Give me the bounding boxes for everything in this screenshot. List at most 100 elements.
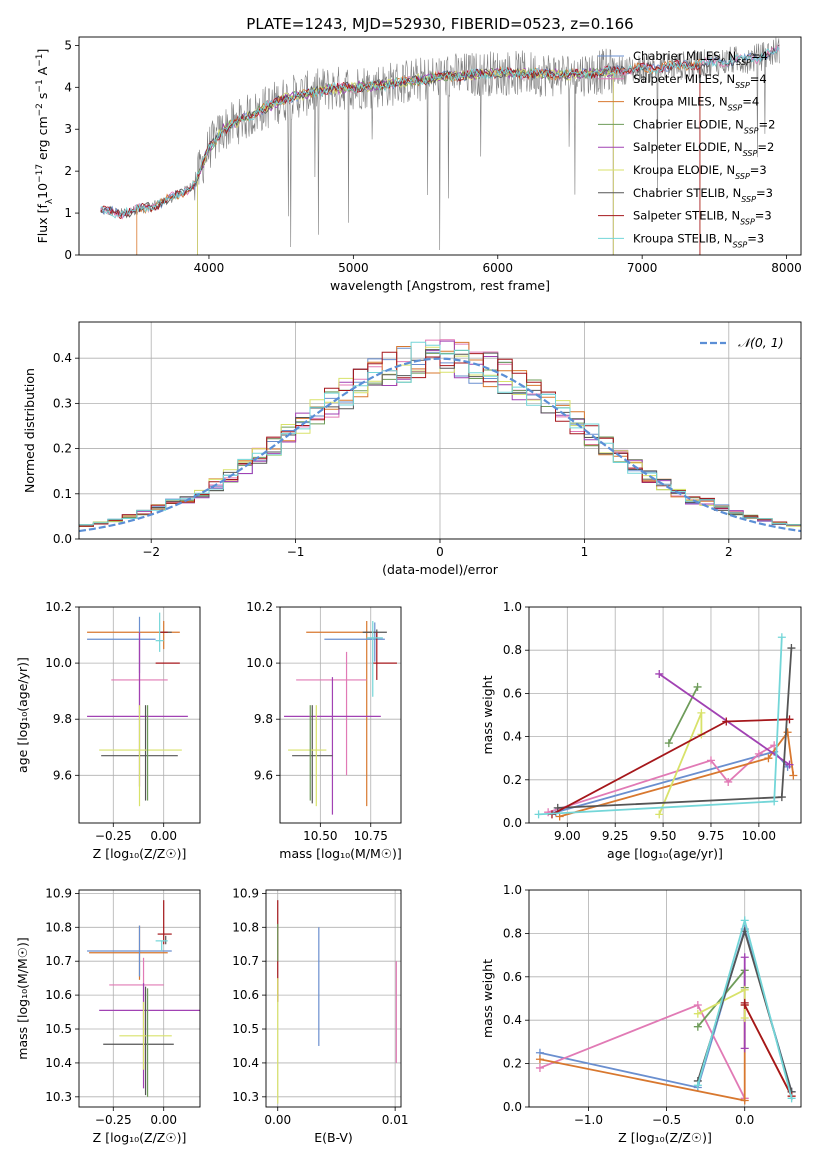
massweight-vs-age-line-2 xyxy=(559,729,795,818)
massweight-vs-age-ytick-label: 0.6 xyxy=(503,686,522,700)
age-vs-mass-ytick-label: 10.2 xyxy=(246,600,273,614)
massweight-vs-Z-panel: −1.0 −0.5 0.0 0.0 0.2 0.4 0.6 0.8 1.0 Z [log₁₀(Z/… xyxy=(480,883,802,1145)
legend-label-part: =4 xyxy=(751,49,768,63)
legend-label: Salpeter MILES, NSSP=4 xyxy=(633,72,767,90)
spectrum-ylabel-part: −1 xyxy=(35,54,45,67)
histogram-step-8 xyxy=(79,341,801,526)
massweight-vs-age-marker xyxy=(722,717,731,726)
massweight-vs-age-ytick-label: 1.0 xyxy=(503,600,522,614)
residuals-panel: −2 −1 0 1 2 0.0 0.1 0.2 0.3 0.4 (data-model)/error… xyxy=(22,321,802,577)
residuals-xtick-label: 1 xyxy=(581,545,589,559)
spectrum-model-line-3 xyxy=(197,67,614,255)
legend-label-part: Chabrier ELODIE, N xyxy=(633,117,744,131)
massweight-vs-age-xtick-label: 9.25 xyxy=(602,829,629,843)
legend-label-part: Kroupa MILES, N xyxy=(633,95,728,109)
age-vs-Z-frame xyxy=(78,606,201,824)
legend-label-part: =3 xyxy=(747,231,764,245)
legend-label-part: =2 xyxy=(757,140,774,154)
massweight-vs-Z-marker xyxy=(787,1094,796,1103)
mass-vs-EBV-ytick-label: 10.7 xyxy=(232,954,259,968)
massweight-vs-age-ytick-label: 0.0 xyxy=(503,816,522,830)
mass-vs-Z-ylabel: mass [log₁₀(M/M☉)] xyxy=(15,937,30,1059)
mass-vs-EBV-frame xyxy=(265,889,402,1108)
legend-label: Kroupa ELODIE, NSSP=3 xyxy=(633,163,767,181)
massweight-vs-Z-ytick-label: 0.0 xyxy=(503,1100,522,1114)
massweight-vs-Z-marker xyxy=(535,1063,544,1072)
legend-label: Kroupa MILES, NSSP=4 xyxy=(633,95,759,113)
age-vs-Z-ytick-label: 9.8 xyxy=(53,712,72,726)
massweight-vs-age-marker xyxy=(789,771,798,780)
legend-label-part: SSP xyxy=(741,194,756,203)
spectrum-xtick-label: 4000 xyxy=(194,261,225,275)
spectrum-ylabel-part: −17 xyxy=(35,164,45,183)
massweight-vs-age-line-5 xyxy=(658,712,703,815)
massweight-vs-Z-ytick-label: 0.2 xyxy=(503,1057,522,1071)
massweight-vs-Z-line-7 xyxy=(743,1002,793,1097)
massweight-vs-age-panel: 9.00 9.25 9.50 9.75 10.00 0.0 0.2 0.4 0.6 0.8 1.0 a… xyxy=(480,600,802,861)
age-vs-Z-xlabel: Z [log₁₀(Z/Z☉)] xyxy=(93,846,187,861)
spectrum-xtick-label: 5000 xyxy=(338,261,369,275)
legend-label-part: =4 xyxy=(750,72,767,86)
spectrum-ylabel-part: s xyxy=(35,93,50,104)
spectrum-frame xyxy=(78,36,802,256)
spectrum-ytick-label: 2 xyxy=(64,164,72,178)
spectrum-ytick-label: 1 xyxy=(64,206,72,220)
massweight-vs-Z-xtick-label: −0.5 xyxy=(652,1113,681,1127)
spectrum-ylabel-part: −1 xyxy=(35,79,45,92)
residuals-xtick-label: −2 xyxy=(142,545,160,559)
age-vs-mass-plot-area xyxy=(280,607,401,823)
spectrum-ytick-label: 3 xyxy=(64,122,72,136)
spectrum-xlabel: wavelength [Angstrom, rest frame] xyxy=(330,278,550,293)
age-vs-mass-xtick-label: 10.50 xyxy=(303,829,337,843)
mass-vs-EBV-ytick-label: 10.3 xyxy=(232,1090,259,1104)
spectrum-ytick-label: 4 xyxy=(64,80,72,94)
spectrum-xtick-label: 7000 xyxy=(627,261,658,275)
spectrum-observed-line xyxy=(100,37,780,251)
mass-vs-Z-panel: −0.25 0.00 10.3 10.4 10.5 10.6 10.7 10.8 10.9 Z [… xyxy=(15,886,201,1145)
legend-label: Salpeter ELODIE, NSSP=2 xyxy=(633,140,774,158)
massweight-vs-age-marker xyxy=(664,739,673,748)
spectrum-ylabel-part: λ xyxy=(45,198,55,204)
spectrum-model-line-5 xyxy=(197,68,614,255)
massweight-vs-age-ytick-label: 0.4 xyxy=(503,730,522,744)
massweight-vs-Z-marker xyxy=(693,1081,702,1090)
age-vs-mass-ytick-label: 9.8 xyxy=(254,712,273,726)
spectrum-model-line-2 xyxy=(136,58,701,255)
residuals-plot-area xyxy=(79,322,801,539)
legend-label-part: SSP xyxy=(744,126,759,135)
massweight-vs-age-xtick-label: 9.50 xyxy=(650,829,677,843)
spectrum-ytick-label: 5 xyxy=(64,38,72,52)
mass-vs-Z-xlabel: Z [log₁₀(Z/Z☉)] xyxy=(93,1130,187,1145)
massweight-vs-age-marker xyxy=(785,715,794,724)
mass-vs-EBV-ytick-label: 10.6 xyxy=(232,988,259,1002)
spectrum-panel: 4000 5000 6000 7000 8000 0 1 2 3 4 5 PLATE=1243, MJ… xyxy=(35,15,802,293)
spectrum-xtick-label: 6000 xyxy=(482,261,513,275)
mass-vs-EBV-ytick-label: 10.4 xyxy=(232,1056,259,1070)
massweight-vs-age-marker xyxy=(697,708,706,717)
mass-vs-EBV-plot-area xyxy=(266,890,401,1107)
mass-vs-Z-ytick-label: 10.6 xyxy=(45,988,72,1002)
massweight-vs-Z-ytick-label: 1.0 xyxy=(503,883,522,897)
legend-label-part: =4 xyxy=(742,95,759,109)
mass-vs-Z-xtick-label: −0.25 xyxy=(95,1113,132,1127)
age-vs-Z-plot-area xyxy=(79,607,200,823)
legend-label-part: Salpeter ELODIE, N xyxy=(633,140,743,154)
massweight-vs-Z-marker xyxy=(740,1014,749,1023)
massweight-vs-Z-marker xyxy=(740,985,749,994)
massweight-vs-age-marker xyxy=(754,749,763,758)
mass-vs-Z-ytick-label: 10.8 xyxy=(45,920,72,934)
massweight-vs-age-ytick-label: 0.2 xyxy=(503,773,522,787)
residuals-ytick-label: 0.0 xyxy=(53,532,72,546)
massweight-vs-age-plot-area xyxy=(529,607,801,823)
spectrum-ylabel: Flux [fλ10−17 erg cm−2 s−1 A−1] xyxy=(35,49,55,244)
legend-label: Chabrier ELODIE, NSSP=2 xyxy=(633,117,775,135)
massweight-vs-Z-marker xyxy=(740,1001,749,1010)
age-vs-Z-ytick-label: 9.6 xyxy=(53,768,72,782)
age-vs-mass-xtick-label: 10.75 xyxy=(354,829,388,843)
massweight-vs-age-marker xyxy=(655,669,664,678)
spectrum-ylabel-part: −2 xyxy=(35,103,45,116)
legend-label-part: Kroupa ELODIE, N xyxy=(633,163,735,177)
legend-label-part: SSP xyxy=(743,149,758,158)
massweight-vs-age-xtick-label: 9.75 xyxy=(698,829,725,843)
